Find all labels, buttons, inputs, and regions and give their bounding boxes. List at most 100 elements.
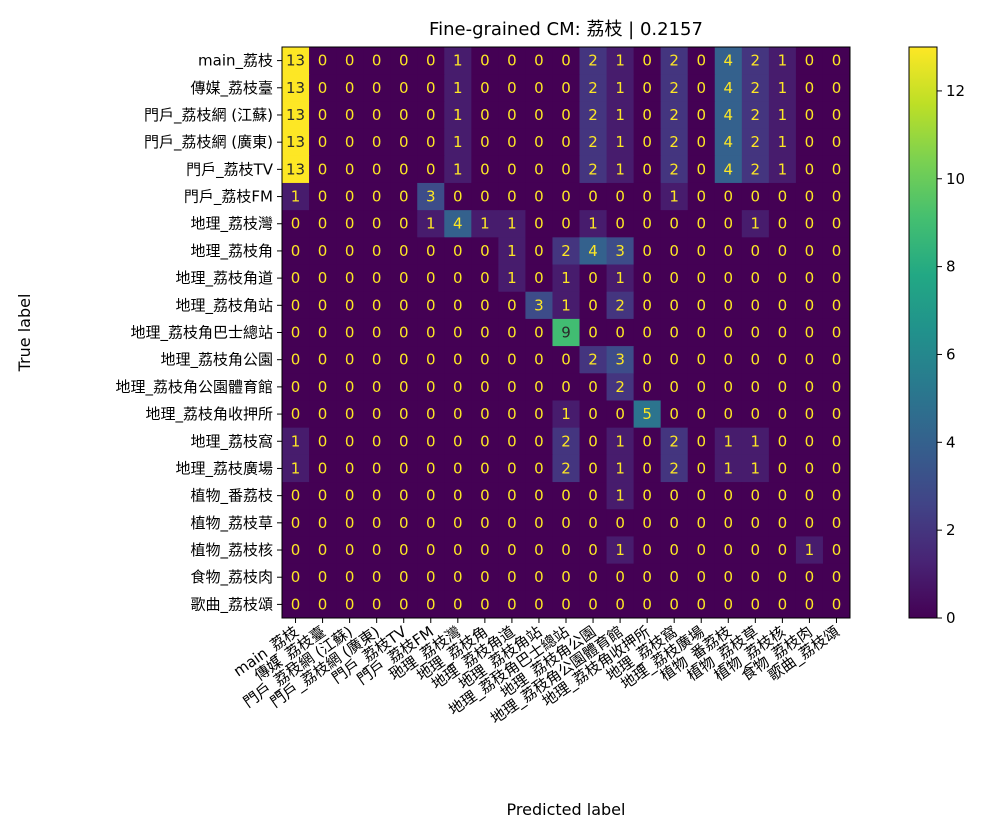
matrix-cell bbox=[417, 373, 445, 401]
matrix-cell bbox=[552, 210, 581, 238]
cell-value: 0 bbox=[642, 79, 652, 97]
matrix-cell bbox=[687, 482, 716, 510]
matrix-cell bbox=[822, 509, 851, 537]
cell-value: 0 bbox=[561, 215, 571, 233]
cell-value: 1 bbox=[561, 405, 571, 423]
matrix-cell bbox=[525, 210, 553, 238]
cell-value: 0 bbox=[724, 215, 734, 233]
cell-value: 0 bbox=[832, 378, 842, 396]
matrix-cell bbox=[579, 264, 608, 293]
cell-value: 0 bbox=[345, 541, 355, 559]
matrix-cell bbox=[606, 373, 635, 401]
cell-value: 0 bbox=[345, 133, 355, 151]
matrix-cell bbox=[795, 373, 824, 401]
matrix-cell bbox=[336, 47, 364, 75]
matrix-cell bbox=[795, 101, 824, 130]
cell-value: 3 bbox=[534, 296, 544, 314]
matrix-cell bbox=[336, 291, 364, 320]
matrix-cell bbox=[390, 237, 418, 266]
cell-value: 0 bbox=[453, 514, 463, 532]
matrix-cell bbox=[552, 454, 581, 483]
matrix-cell bbox=[282, 509, 310, 537]
y-tick-label: main_荔枝 bbox=[198, 52, 273, 71]
y-tick-label: 地理_荔枝角公園 bbox=[160, 351, 273, 370]
cell-value: 0 bbox=[399, 52, 409, 70]
matrix-cell bbox=[444, 373, 472, 401]
cell-value: 0 bbox=[832, 215, 842, 233]
cell-value: 4 bbox=[724, 106, 734, 124]
matrix-cell bbox=[498, 373, 526, 401]
cell-value: 0 bbox=[805, 106, 815, 124]
matrix-cell bbox=[444, 237, 472, 266]
cell-value: 0 bbox=[561, 79, 571, 97]
matrix-cell bbox=[606, 590, 635, 619]
cell-value: 0 bbox=[778, 459, 788, 477]
cell-value: 0 bbox=[480, 133, 490, 151]
cell-value: 0 bbox=[507, 133, 517, 151]
matrix-cell bbox=[525, 155, 553, 184]
matrix-cell bbox=[525, 509, 553, 537]
cell-value: 0 bbox=[642, 133, 652, 151]
matrix-cell bbox=[687, 346, 716, 374]
matrix-cell bbox=[282, 318, 310, 347]
matrix-cell bbox=[525, 454, 553, 483]
cell-value: 0 bbox=[696, 487, 706, 505]
matrix-cell bbox=[633, 74, 662, 102]
cell-value: 1 bbox=[615, 52, 625, 70]
cell-value: 0 bbox=[372, 351, 382, 369]
cell-value: 2 bbox=[588, 52, 598, 70]
matrix-cell bbox=[795, 400, 824, 429]
matrix-cell bbox=[768, 74, 797, 102]
matrix-cell bbox=[390, 427, 418, 456]
matrix-cell bbox=[417, 101, 445, 130]
cell-value: 1 bbox=[615, 133, 625, 151]
matrix-cell bbox=[390, 101, 418, 130]
matrix-cell bbox=[714, 47, 743, 75]
cell-value: 13 bbox=[286, 133, 305, 151]
cell-value: 0 bbox=[426, 514, 436, 532]
matrix-cell bbox=[714, 536, 743, 565]
matrix-cell bbox=[471, 101, 499, 130]
cell-value: 0 bbox=[778, 405, 788, 423]
cell-value: 0 bbox=[453, 269, 463, 287]
matrix-cell bbox=[795, 182, 824, 211]
matrix-cell bbox=[822, 373, 851, 401]
colorbar: 0 2 4 6 8 10 12 bbox=[908, 46, 965, 627]
matrix-cell bbox=[498, 47, 526, 75]
cell-value: 0 bbox=[724, 351, 734, 369]
cell-value: 0 bbox=[507, 595, 517, 613]
matrix-cell bbox=[363, 318, 391, 347]
matrix-cell bbox=[552, 427, 581, 456]
cell-value: 0 bbox=[534, 52, 544, 70]
cell-value: 0 bbox=[318, 106, 328, 124]
cell-value: 1 bbox=[615, 487, 625, 505]
matrix-cell bbox=[633, 400, 662, 429]
cell-value: 0 bbox=[832, 269, 842, 287]
cell-value: 0 bbox=[751, 595, 761, 613]
axes-frame bbox=[281, 46, 851, 619]
cell-value: 0 bbox=[534, 595, 544, 613]
cell-value: 0 bbox=[399, 215, 409, 233]
cell-value: 0 bbox=[696, 351, 706, 369]
matrix-cell bbox=[498, 509, 526, 537]
matrix-cell bbox=[579, 210, 608, 238]
cell-value: 0 bbox=[345, 568, 355, 586]
matrix-cell bbox=[309, 536, 337, 565]
matrix-cell bbox=[633, 291, 662, 320]
matrix-cell bbox=[768, 291, 797, 320]
cell-value: 0 bbox=[318, 595, 328, 613]
cell-value: 0 bbox=[805, 459, 815, 477]
matrix-cell bbox=[822, 101, 851, 130]
matrix-cell bbox=[741, 128, 770, 157]
matrix-cell bbox=[606, 155, 635, 184]
cell-value: 1 bbox=[669, 188, 679, 206]
cell-value: 0 bbox=[480, 52, 490, 70]
matrix-cell bbox=[687, 318, 716, 347]
matrix-cell bbox=[336, 210, 364, 238]
cell-value: 1 bbox=[724, 459, 734, 477]
cell-value: 1 bbox=[453, 160, 463, 178]
cell-value: 0 bbox=[507, 514, 517, 532]
cell-value: 0 bbox=[805, 405, 815, 423]
cell-value: 0 bbox=[588, 296, 598, 314]
matrix-cell bbox=[498, 318, 526, 347]
